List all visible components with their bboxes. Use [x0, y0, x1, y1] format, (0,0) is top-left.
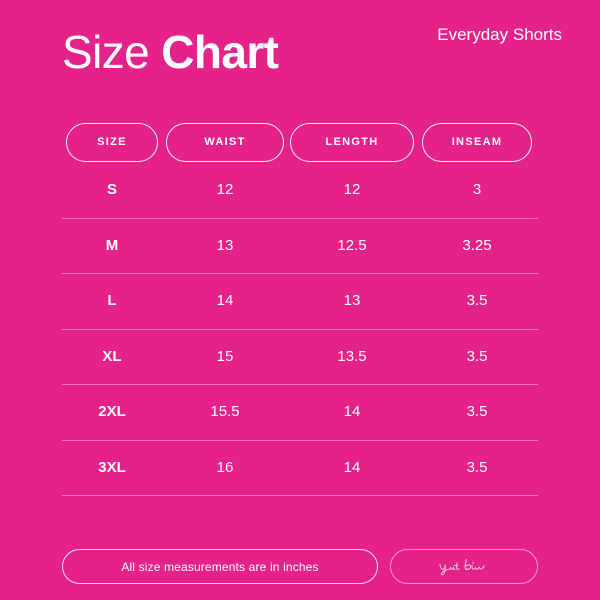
cell-length: 14 [343, 458, 361, 476]
header-pill-length[interactable]: LENGTH [290, 122, 414, 162]
cell-size: 2XL [98, 403, 126, 421]
cell-inseam: 3.5 [466, 292, 488, 310]
measurement-note-pill: All size measurements are in inches [62, 549, 378, 584]
header-pill-inseam[interactable]: INSEAM [422, 122, 532, 162]
cell-waist: 14 [216, 292, 234, 310]
chart-header: Size Chart Everyday Shorts [62, 20, 562, 90]
table-header-row: SIZE WAIST LENGTH INSEAM [62, 121, 538, 163]
column-header-length: LENGTH [288, 122, 416, 162]
table-row: 3XL 16 14 3.5 [62, 441, 538, 496]
table-row: XL 15 13.5 3.5 [62, 330, 538, 385]
page-title-bold: Chart [161, 26, 279, 78]
cell-waist: 15 [216, 347, 234, 365]
table-row: L 14 13 3.5 [62, 274, 538, 330]
column-header-waist: WAIST [162, 122, 288, 162]
cell-length: 13.5 [337, 347, 367, 365]
cell-length: 12 [343, 181, 361, 199]
cell-size: L [107, 292, 117, 310]
cell-inseam: 3.5 [466, 403, 488, 421]
cell-waist: 12 [216, 181, 234, 199]
cell-inseam: 3.5 [466, 458, 488, 476]
cell-size: XL [102, 347, 122, 365]
chart-footer: All size measurements are in inches [62, 549, 538, 584]
column-header-inseam: INSEAM [416, 122, 538, 162]
cell-inseam: 3.25 [462, 236, 492, 254]
script-signature-logo-icon [436, 555, 492, 579]
cell-size: 3XL [98, 458, 126, 476]
cell-length: 13 [343, 292, 361, 310]
cell-size: S [106, 181, 117, 199]
cell-waist: 16 [216, 458, 234, 476]
table-row: 2XL 15.5 14 3.5 [62, 385, 538, 441]
cell-waist: 15.5 [210, 403, 240, 421]
page-title: Size Chart [62, 24, 279, 80]
cell-length: 12.5 [337, 236, 367, 254]
cell-size: M [105, 236, 119, 254]
header-pill-size[interactable]: SIZE [66, 122, 158, 162]
header-pill-waist[interactable]: WAIST [166, 122, 284, 162]
page-title-light: Size [62, 26, 162, 78]
product-name: Everyday Shorts [437, 25, 562, 44]
cell-inseam: 3 [472, 181, 482, 199]
cell-inseam: 3.5 [466, 347, 488, 365]
size-table: SIZE WAIST LENGTH INSEAM S 12 12 3 M 13 … [62, 121, 538, 496]
cell-length: 14 [343, 403, 361, 421]
table-row: S 12 12 3 [62, 163, 538, 219]
column-header-size: SIZE [62, 122, 162, 162]
table-row: M 13 12.5 3.25 [62, 219, 538, 274]
cell-waist: 13 [216, 236, 234, 254]
brand-logo-pill[interactable] [390, 549, 538, 584]
